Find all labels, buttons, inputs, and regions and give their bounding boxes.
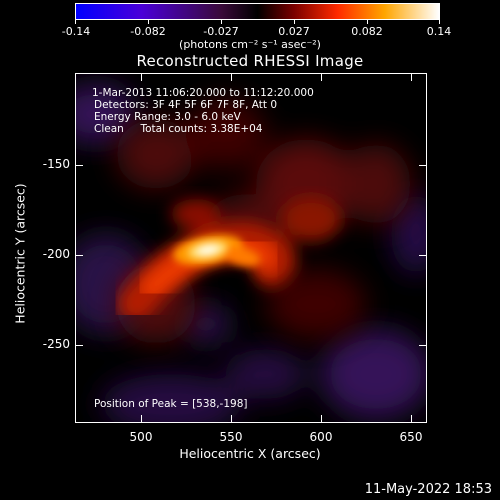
colorbar-tick-label: 0.082	[351, 25, 383, 38]
x-tick	[321, 415, 322, 423]
colorbar-tick-label: -0.14	[61, 25, 91, 38]
plot-title: Reconstructed RHESSI Image	[136, 52, 364, 70]
y-tick	[75, 255, 83, 256]
colorbar-tick	[75, 20, 76, 24]
x-tick-label: 650	[399, 430, 423, 444]
colorbar-tick-label: -0.082	[130, 25, 166, 38]
y-tick-label: -150	[42, 157, 70, 171]
x-tick	[141, 415, 142, 423]
y-tick-label: -200	[42, 247, 70, 261]
colorbar-tick	[148, 20, 149, 24]
rhessi-image	[75, 73, 427, 423]
peak-position: Position of Peak = [538,-198]	[94, 398, 248, 410]
x-tick	[411, 73, 412, 81]
colorbar-tick-label: -0.027	[203, 25, 239, 38]
y-axis-title: Heliocentric Y (arcsec)	[12, 183, 28, 324]
x-tick	[411, 415, 412, 423]
y-tick	[419, 165, 427, 166]
y-tick	[75, 345, 83, 346]
colorbar-tick	[367, 20, 368, 24]
y-tick	[419, 255, 427, 256]
info-line-2: Detectors: 3F 4F 5F 6F 7F 8F, Att 0	[94, 99, 278, 111]
y-tick	[419, 345, 427, 346]
y-tick-label: -250	[42, 337, 70, 351]
colorbar-tick-label: 0.14	[426, 25, 452, 38]
x-tick	[321, 73, 322, 81]
x-axis-title: Heliocentric X (arcsec)	[179, 446, 321, 461]
x-tick	[231, 415, 232, 423]
x-tick	[231, 73, 232, 81]
x-tick-label: 600	[309, 430, 333, 444]
x-tick-label: 550	[219, 430, 243, 444]
colorbar	[75, 3, 440, 20]
colorbar-tick	[221, 20, 222, 24]
x-tick-label: 500	[129, 430, 153, 444]
x-tick	[141, 73, 142, 81]
info-line-3: Energy Range: 3.0 - 6.0 keV	[94, 111, 241, 123]
timestamp: 11-May-2022 18:53	[364, 482, 492, 497]
colorbar-tick	[294, 20, 295, 24]
image-canvas	[76, 74, 426, 422]
colorbar-tick	[439, 20, 440, 24]
info-line-4: Clean Total counts: 3.38E+04	[94, 123, 263, 135]
colorbar-units: (photons cm⁻² s⁻¹ asec⁻²)	[179, 38, 321, 51]
info-line-1: 1-Mar-2013 11:06:20.000 to 11:12:20.000	[92, 87, 314, 99]
y-tick	[75, 165, 83, 166]
colorbar-tick-label: 0.027	[278, 25, 310, 38]
